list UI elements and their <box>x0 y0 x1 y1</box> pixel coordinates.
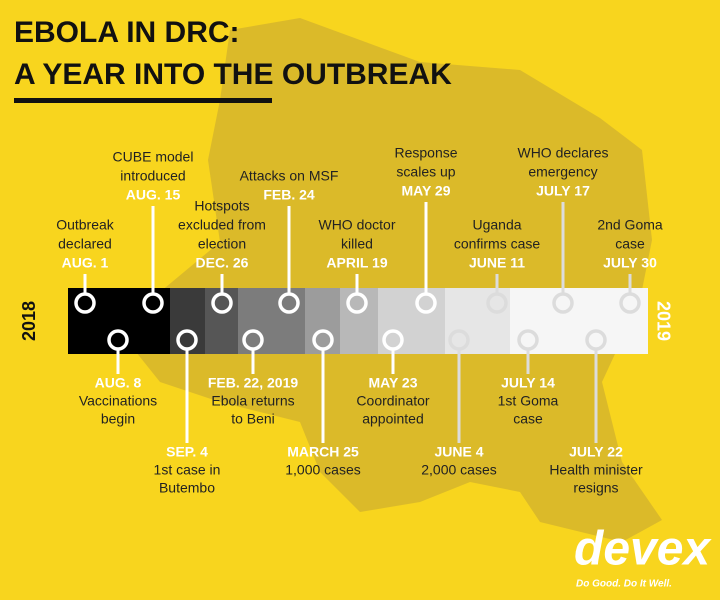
title-underline <box>14 98 272 103</box>
event-marker <box>585 329 607 351</box>
event-marker <box>242 329 264 351</box>
event-date: AUG. 8 <box>95 375 142 391</box>
event-date: DEC. 26 <box>196 255 249 271</box>
event-date: MARCH 25 <box>287 444 359 460</box>
event-marker <box>142 292 164 314</box>
event-label: declared <box>58 236 112 252</box>
event-label: 2nd Goma <box>597 217 663 233</box>
event-label: Response <box>394 145 457 161</box>
logo-name: devex <box>574 523 712 576</box>
event-label: Coordinator <box>356 393 429 409</box>
event-label: Ebola returns <box>211 393 294 409</box>
event-marker <box>211 292 233 314</box>
event-label: to Beni <box>231 411 275 427</box>
event-label: begin <box>101 411 135 427</box>
event-marker <box>346 292 368 314</box>
event-date: JULY 22 <box>569 444 623 460</box>
event-label: excluded from <box>178 217 266 233</box>
event-marker <box>278 292 300 314</box>
event-label: case <box>513 411 543 427</box>
event-date: AUG. 15 <box>126 187 181 203</box>
event-marker <box>415 292 437 314</box>
event-marker <box>107 329 129 351</box>
end-year: 2019 <box>653 301 673 341</box>
event-date: SEP. 4 <box>166 444 208 460</box>
title-line: EBOLA IN DRC: <box>14 16 240 49</box>
event-label: introduced <box>120 168 185 184</box>
title-line: A YEAR INTO THE OUTBREAK <box>14 58 452 91</box>
event-date: FEB. 22, 2019 <box>208 375 298 391</box>
event-label: 1st case in <box>154 462 221 478</box>
event-label: Uganda <box>472 217 521 233</box>
event-date: JULY 17 <box>536 183 590 199</box>
event-date: JUNE 4 <box>434 444 483 460</box>
event-label: 1,000 cases <box>285 462 361 478</box>
event-label: Outbreak <box>56 217 115 233</box>
event-label: appointed <box>362 411 424 427</box>
event-marker <box>517 329 539 351</box>
event-marker <box>448 329 470 351</box>
event-date: FEB. 24 <box>263 187 315 203</box>
event-label: Attacks on MSF <box>240 168 339 184</box>
event-date: JULY 30 <box>603 255 657 271</box>
map-silhouette <box>120 18 662 542</box>
event-label: emergency <box>528 164 597 180</box>
event-label: confirms case <box>454 236 541 252</box>
event-label: Hotspots <box>194 198 249 214</box>
event-marker <box>74 292 96 314</box>
event-label: scales up <box>396 164 455 180</box>
event-label: resigns <box>573 480 618 496</box>
event-date: AUG. 1 <box>62 255 109 271</box>
event-label: Health minister <box>549 462 643 478</box>
event-label: Butembo <box>159 480 215 496</box>
event-label: killed <box>341 236 373 252</box>
event-date: JULY 14 <box>501 375 555 391</box>
event-label: 1st Goma <box>498 393 559 409</box>
event-marker <box>619 292 641 314</box>
event-label: WHO doctor <box>318 217 395 233</box>
event-label: 2,000 cases <box>421 462 497 478</box>
event-marker <box>486 292 508 314</box>
event-marker <box>382 329 404 351</box>
event-date: APRIL 19 <box>326 255 387 271</box>
logo-tagline: Do Good. Do It Well. <box>576 579 672 590</box>
timeline-bar <box>68 288 648 354</box>
event-date: MAY 23 <box>368 375 417 391</box>
event-label: case <box>615 236 645 252</box>
start-year: 2018 <box>19 301 39 341</box>
event-label: Vaccinations <box>79 393 157 409</box>
event-label: election <box>198 236 246 252</box>
event-date: JUNE 11 <box>469 255 525 271</box>
event-marker <box>176 329 198 351</box>
event-marker <box>312 329 334 351</box>
event-label: WHO declares <box>517 145 608 161</box>
event-label: CUBE model <box>113 149 194 165</box>
event-marker <box>552 292 574 314</box>
event-date: MAY 29 <box>401 183 450 199</box>
